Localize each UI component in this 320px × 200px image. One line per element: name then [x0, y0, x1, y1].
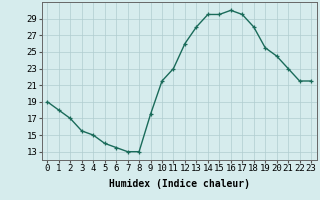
X-axis label: Humidex (Indice chaleur): Humidex (Indice chaleur)	[109, 179, 250, 189]
